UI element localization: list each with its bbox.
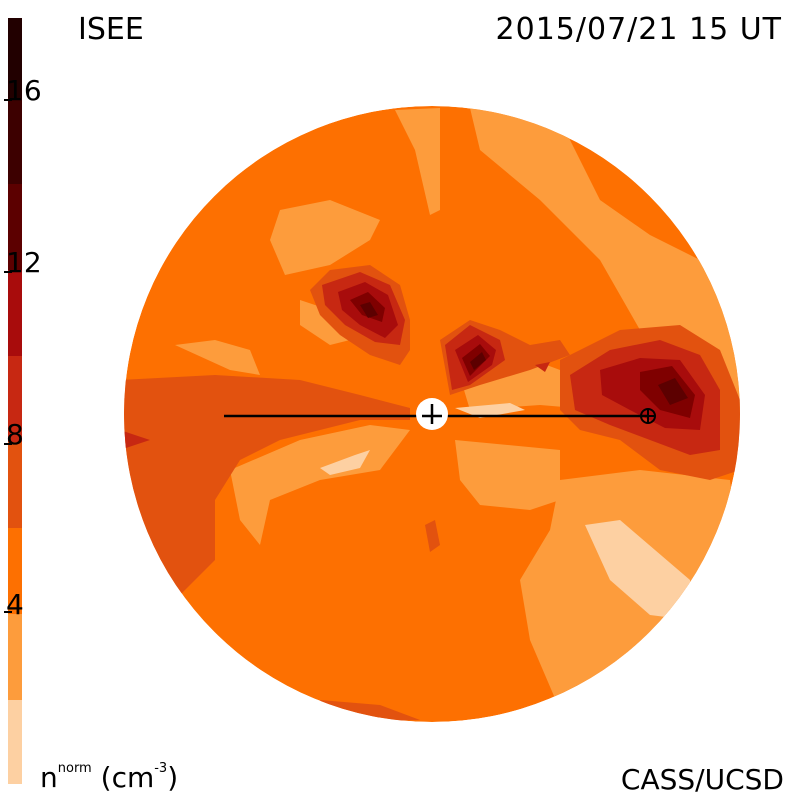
colorbar-level-6 <box>8 356 22 442</box>
colorbar-level-10 <box>8 18 22 98</box>
colorbar-tick-8: 8 <box>6 418 24 451</box>
colorbar-level-5 <box>8 442 22 528</box>
credit-label: CASS/UCSD <box>620 763 784 796</box>
colorbar-level-1 <box>8 700 22 784</box>
instrument-label: ISEE <box>78 12 144 47</box>
unit-exponent: -3 <box>154 761 168 776</box>
colorbar-level-8 <box>8 184 22 270</box>
earth-marker <box>640 408 656 424</box>
unit-close: ) <box>167 761 179 794</box>
colorbar-tick-16: 16 <box>6 74 42 107</box>
colorbar <box>4 18 22 784</box>
unit-superscript: norm <box>57 761 92 776</box>
colorbar-tick-12: 12 <box>6 246 42 279</box>
timestamp-label: 2015/07/21 15 UT <box>495 12 782 47</box>
colorbar-tick-4: 4 <box>6 588 24 621</box>
peak-density-regions <box>338 282 705 430</box>
unit-text: (cm <box>100 761 155 794</box>
unit-base: n <box>40 761 58 794</box>
colorbar-unit-label: nnorm (cm-3) <box>40 761 178 794</box>
colorbar-level-9 <box>8 98 22 184</box>
colorbar-level-3 <box>8 614 22 700</box>
colorbar-level-4 <box>8 528 22 614</box>
sun-marker <box>416 398 448 430</box>
minimum-density-regions <box>320 403 690 620</box>
colorbar-level-7 <box>8 270 22 356</box>
density-disk <box>124 106 740 722</box>
